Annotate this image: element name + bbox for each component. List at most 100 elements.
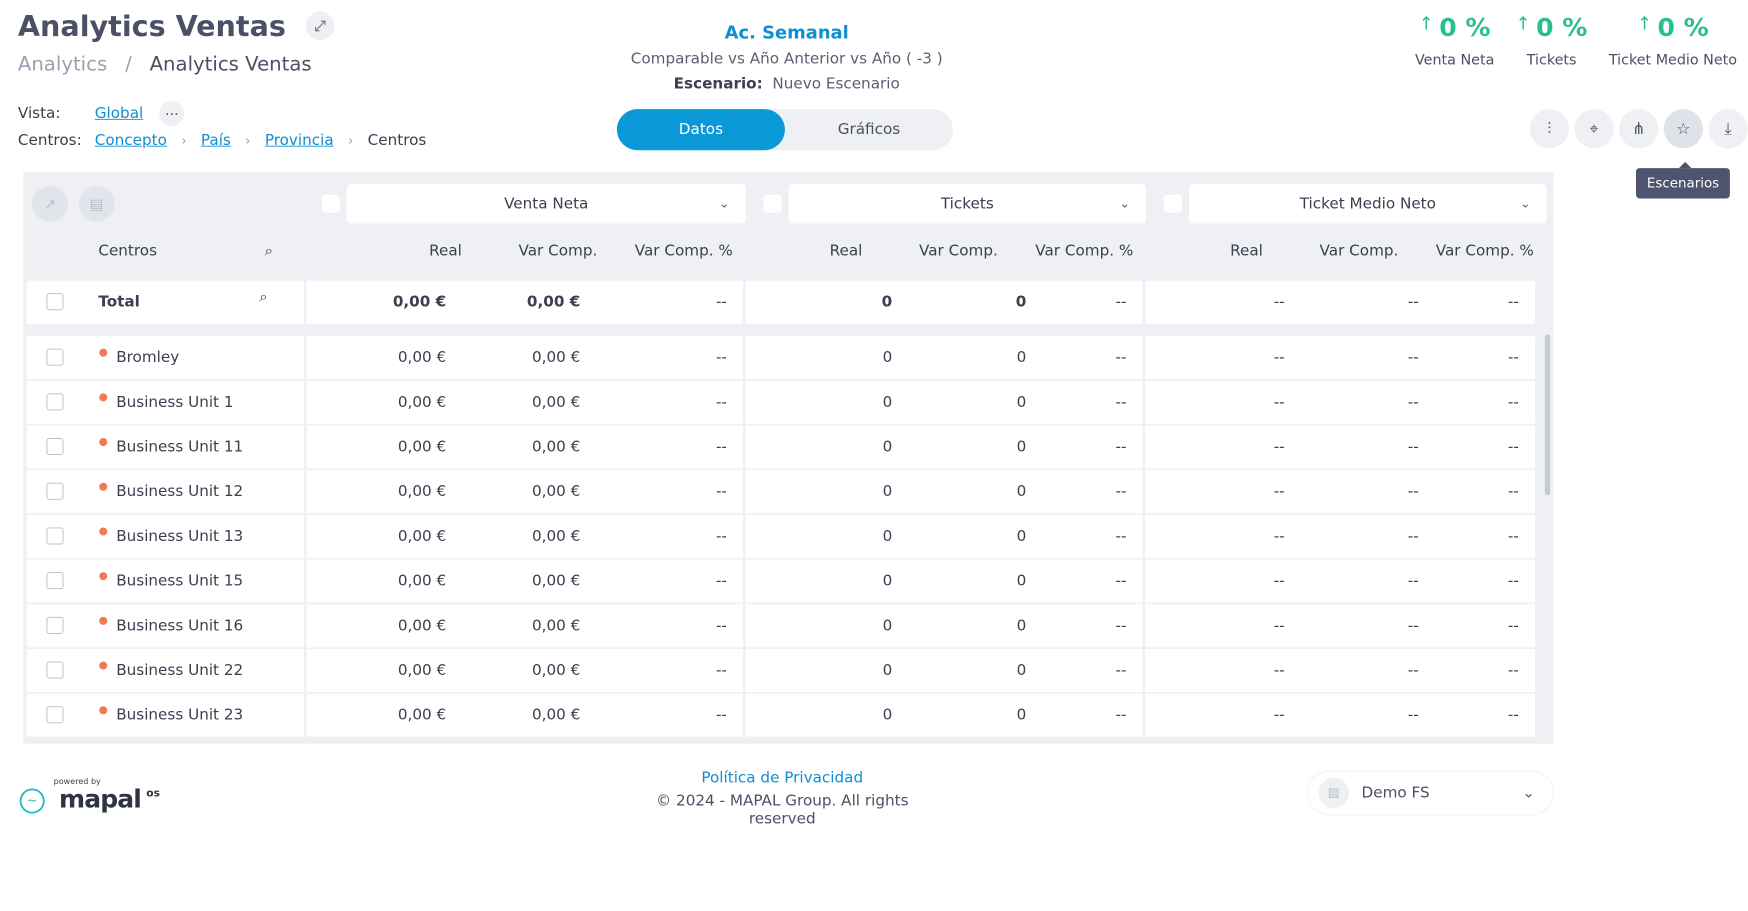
metric-select-venta-neta[interactable]: Venta Neta ⌄: [346, 184, 746, 224]
row-checkbox[interactable]: [46, 527, 64, 545]
zoom-out-icon[interactable]: ⌕: [259, 287, 268, 306]
table-row[interactable]: Business Unit 11 0,00 € 0,00 € -- 0 0 -- -- -- --: [26, 425, 1538, 469]
tm-cell: -- -- --: [1145, 604, 1538, 648]
tk-value: 0: [882, 348, 893, 367]
name-cell: Business Unit 16: [26, 604, 307, 648]
name-cell: Business Unit 22: [26, 649, 307, 692]
tm-cell: -- -- --: [1145, 280, 1538, 324]
trend-icon[interactable]: ↗: [32, 185, 68, 222]
table-row[interactable]: Business Unit 12 0,00 € 0,00 € -- 0 0 -- -- -- --: [26, 470, 1538, 514]
vn-value: --: [715, 438, 727, 456]
metric-label: Ticket Medio Neto: [1299, 194, 1436, 213]
tm-value: --: [1273, 616, 1285, 635]
vn-value: --: [715, 706, 727, 725]
status-dot: [99, 572, 108, 581]
vn-cell: 0,00 € 0,00 € --: [306, 336, 746, 380]
document-icon[interactable]: ▤: [78, 185, 115, 222]
col-tk-var[interactable]: Var Comp.: [919, 242, 998, 261]
table-row[interactable]: Business Unit 16 0,00 € 0,00 € -- 0 0 -- -- -- --: [26, 604, 1538, 648]
vn-value: 0,00 €: [397, 438, 447, 456]
row-checkbox[interactable]: [46, 616, 64, 634]
powered-by: powered by: [53, 777, 101, 787]
kpi-venta-neta: ↑ 0 % Venta Neta: [1404, 13, 1505, 68]
tk-value: 0: [1016, 706, 1027, 725]
table-row[interactable]: Business Unit 13 0,00 € 0,00 € -- 0 0 -- -- -- --: [26, 514, 1538, 558]
row-checkbox[interactable]: [46, 348, 64, 366]
checkbox-tickets[interactable]: [763, 194, 782, 213]
sliders-icon[interactable]: ⫶: [1529, 109, 1569, 149]
kpi-tickets: ↑ 0 % Tickets: [1505, 13, 1598, 68]
metric-select-ticket-medio[interactable]: Ticket Medio Neto ⌄: [1189, 184, 1547, 224]
checkbox-ticket-medio[interactable]: [1163, 194, 1182, 213]
toolbar: ⫶ ⌖ ⋔ ☆ ⤓: [1529, 109, 1748, 149]
vn-value: --: [715, 293, 727, 312]
row-checkbox[interactable]: [46, 661, 64, 679]
vn-value: --: [715, 482, 727, 501]
chevron-right-icon: ›: [181, 132, 187, 149]
name-cell: Business Unit 12: [26, 470, 307, 514]
table-row[interactable]: Bromley 0,00 € 0,00 € -- 0 0 -- -- -- --: [26, 336, 1538, 380]
status-dot: [99, 482, 108, 491]
metric-select-tickets[interactable]: Tickets ⌄: [788, 184, 1147, 224]
row-checkbox[interactable]: [46, 293, 64, 311]
scenario-value: Nuevo Escenario: [772, 75, 900, 93]
col-tk-varpct[interactable]: Var Comp. %: [1035, 242, 1134, 261]
path-pais[interactable]: País: [200, 131, 231, 150]
table-row[interactable]: Business Unit 23 0,00 € 0,00 € -- 0 0 -- -- -- --: [26, 693, 1538, 737]
table-row[interactable]: Business Unit 1 0,00 € 0,00 € -- 0 0 -- -- -- --: [26, 380, 1538, 424]
search-icon[interactable]: ⌕: [264, 242, 274, 261]
scrollbar[interactable]: [1544, 334, 1551, 496]
col-tk-real[interactable]: Real: [829, 242, 863, 261]
bookmark-star-icon[interactable]: ☆: [1663, 109, 1704, 149]
col-tm-varpct[interactable]: Var Comp. %: [1435, 242, 1534, 261]
path-provincia[interactable]: Provincia: [264, 131, 334, 150]
table-row[interactable]: Business Unit 22 0,00 € 0,00 € -- 0 0 -- -- -- --: [26, 649, 1538, 692]
download-icon[interactable]: ⤓: [1708, 109, 1748, 149]
more-options-icon[interactable]: ···: [159, 101, 185, 127]
tk-cell: 0 0 --: [745, 425, 1146, 469]
table-row[interactable]: Business Unit 15 0,00 € 0,00 € -- 0 0 -- -- -- --: [26, 559, 1538, 603]
company-select[interactable]: ▨ Demo FS ⌄: [1307, 770, 1554, 816]
name-cell: Business Unit 13: [26, 514, 307, 558]
col-centros[interactable]: Centros: [98, 242, 158, 261]
row-checkbox[interactable]: [46, 482, 64, 500]
col-tm-real[interactable]: Real: [1230, 242, 1263, 261]
chevron-down-icon: ⌄: [1520, 196, 1531, 211]
location-icon[interactable]: ⌖: [1574, 109, 1614, 149]
copyright: © 2024 - MAPAL Group. All rights reserve…: [656, 792, 909, 828]
vn-value: 0,00 €: [531, 616, 581, 635]
tm-value: --: [1407, 293, 1419, 312]
tk-cell: 0 0 --: [745, 559, 1146, 603]
breadcrumb-analytics[interactable]: Analytics: [17, 53, 108, 76]
metric-label: Venta Neta: [504, 194, 589, 213]
tm-value: --: [1273, 293, 1285, 312]
tm-value: --: [1407, 706, 1419, 725]
tab-datos[interactable]: Datos: [616, 109, 785, 151]
col-tm-var[interactable]: Var Comp.: [1319, 242, 1399, 261]
row-checkbox[interactable]: [46, 572, 64, 590]
vn-cell: 0,00 € 0,00 € --: [306, 470, 746, 514]
tm-value: --: [1273, 706, 1285, 725]
tk-value: --: [1115, 572, 1127, 591]
row-name: Business Unit 23: [116, 706, 244, 725]
hierarchy-icon[interactable]: ⋔: [1619, 109, 1659, 149]
breadcrumb: Analytics / Analytics Ventas: [18, 54, 334, 76]
col-vn-var[interactable]: Var Comp.: [518, 242, 598, 261]
expand-icon[interactable]: ⤢: [305, 11, 335, 41]
total-row[interactable]: Total ⌕ 0,00 € 0,00 € -- 0 0 -- -- -- --: [26, 280, 1538, 324]
privacy-link[interactable]: Política de Privacidad: [701, 768, 864, 787]
row-checkbox[interactable]: [46, 438, 64, 456]
tab-graficos[interactable]: Gráficos: [837, 120, 901, 139]
kpi-ticket-medio: ↑ 0 % Ticket Medio Neto: [1598, 13, 1748, 68]
tm-value: --: [1507, 348, 1519, 367]
col-vn-varpct[interactable]: Var Comp. %: [634, 242, 733, 261]
chevron-down-icon: ⌄: [1522, 784, 1535, 802]
row-checkbox[interactable]: [46, 393, 64, 411]
checkbox-venta-neta[interactable]: [321, 194, 340, 213]
tm-value: --: [1273, 661, 1285, 680]
row-checkbox[interactable]: [46, 706, 64, 724]
col-vn-real[interactable]: Real: [429, 242, 462, 261]
path-concepto[interactable]: Concepto: [94, 131, 167, 150]
period-title[interactable]: Ac. Semanal: [724, 21, 849, 43]
vista-link[interactable]: Global: [94, 104, 144, 123]
